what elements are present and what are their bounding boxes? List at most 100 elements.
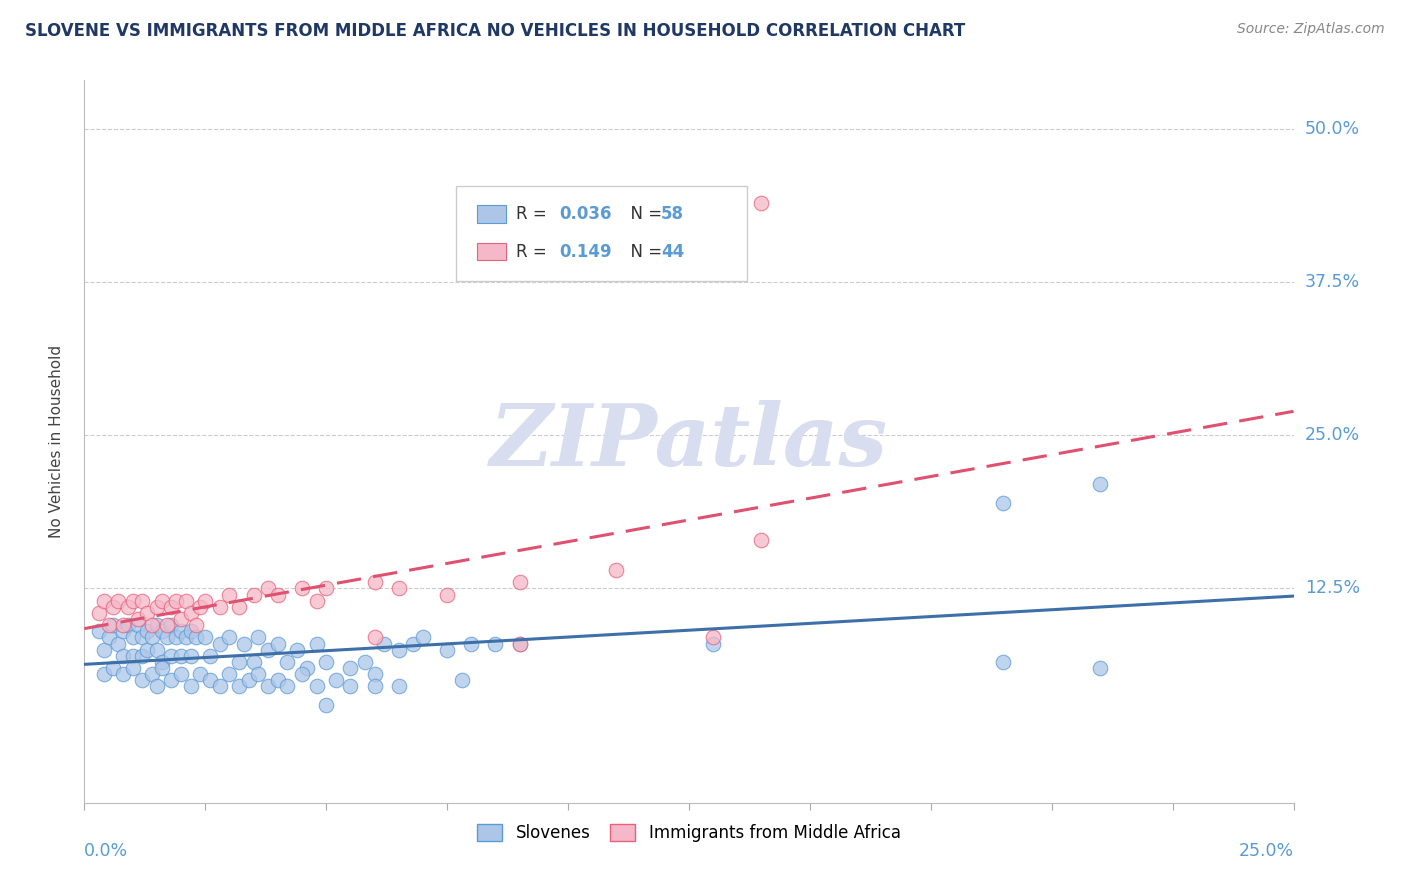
Text: R =: R = bbox=[516, 243, 557, 260]
Point bbox=[315, 655, 337, 669]
Text: N =: N = bbox=[620, 243, 668, 260]
Point bbox=[228, 599, 250, 614]
Point bbox=[305, 680, 328, 694]
Point bbox=[170, 648, 193, 663]
Text: 37.5%: 37.5% bbox=[1305, 273, 1360, 292]
Point bbox=[165, 593, 187, 607]
Point bbox=[242, 655, 264, 669]
Point bbox=[315, 698, 337, 712]
Point bbox=[295, 661, 318, 675]
Text: R =: R = bbox=[516, 205, 557, 223]
Text: 0.149: 0.149 bbox=[560, 243, 612, 260]
Text: 0.036: 0.036 bbox=[560, 205, 612, 223]
Point bbox=[194, 593, 217, 607]
Point bbox=[484, 637, 506, 651]
Point bbox=[285, 642, 308, 657]
Point bbox=[247, 667, 270, 681]
Point bbox=[325, 673, 347, 688]
Point bbox=[112, 624, 135, 639]
FancyBboxPatch shape bbox=[478, 243, 506, 260]
Point bbox=[509, 637, 531, 651]
Point bbox=[131, 648, 153, 663]
Point bbox=[242, 588, 264, 602]
Point bbox=[150, 661, 173, 675]
Point bbox=[150, 624, 173, 639]
Point bbox=[198, 648, 221, 663]
Point bbox=[228, 655, 250, 669]
Point bbox=[146, 618, 169, 632]
Point bbox=[117, 618, 139, 632]
Point bbox=[155, 618, 177, 632]
Point bbox=[194, 631, 217, 645]
Point bbox=[228, 680, 250, 694]
Point bbox=[605, 563, 627, 577]
Point bbox=[87, 606, 110, 620]
Point bbox=[993, 655, 1015, 669]
Point bbox=[218, 631, 240, 645]
Point bbox=[93, 593, 115, 607]
Text: 25.0%: 25.0% bbox=[1239, 842, 1294, 860]
Point bbox=[751, 195, 773, 210]
Point bbox=[460, 637, 482, 651]
Point bbox=[180, 624, 202, 639]
Point bbox=[127, 612, 149, 626]
Point bbox=[160, 618, 183, 632]
Point bbox=[238, 673, 260, 688]
Point bbox=[112, 667, 135, 681]
Point bbox=[354, 655, 377, 669]
Point bbox=[305, 637, 328, 651]
Point bbox=[107, 593, 129, 607]
Point bbox=[412, 631, 434, 645]
Point bbox=[136, 642, 159, 657]
Point bbox=[363, 667, 385, 681]
Text: ZIPatlas: ZIPatlas bbox=[489, 400, 889, 483]
Point bbox=[363, 575, 385, 590]
Point bbox=[155, 631, 177, 645]
Point bbox=[121, 593, 143, 607]
Point bbox=[233, 637, 256, 651]
Point bbox=[117, 599, 139, 614]
Point bbox=[363, 680, 385, 694]
Text: 12.5%: 12.5% bbox=[1305, 580, 1360, 598]
Point bbox=[315, 582, 337, 596]
Point bbox=[121, 661, 143, 675]
Point bbox=[402, 637, 425, 651]
Point bbox=[208, 599, 231, 614]
Point bbox=[136, 624, 159, 639]
Point bbox=[436, 588, 458, 602]
Point bbox=[373, 637, 395, 651]
Point bbox=[184, 631, 207, 645]
Point bbox=[339, 680, 361, 694]
Point bbox=[136, 606, 159, 620]
Point bbox=[702, 631, 724, 645]
Point bbox=[87, 624, 110, 639]
Point bbox=[363, 631, 385, 645]
Point bbox=[208, 637, 231, 651]
Point bbox=[247, 631, 270, 645]
FancyBboxPatch shape bbox=[456, 186, 747, 281]
Point bbox=[436, 642, 458, 657]
Point bbox=[141, 618, 163, 632]
Point bbox=[160, 673, 183, 688]
Point bbox=[103, 599, 125, 614]
Point bbox=[160, 648, 183, 663]
Point bbox=[257, 680, 280, 694]
Point bbox=[1088, 661, 1111, 675]
Point bbox=[97, 618, 120, 632]
Text: 0.0%: 0.0% bbox=[84, 842, 128, 860]
Point bbox=[190, 599, 212, 614]
Point bbox=[180, 680, 202, 694]
Point bbox=[291, 582, 314, 596]
Point bbox=[509, 575, 531, 590]
Point bbox=[1088, 477, 1111, 491]
Point bbox=[190, 667, 212, 681]
Point bbox=[267, 673, 290, 688]
Point bbox=[388, 680, 411, 694]
Point bbox=[150, 593, 173, 607]
Point bbox=[180, 606, 202, 620]
Point bbox=[165, 631, 187, 645]
Point bbox=[112, 648, 135, 663]
Text: 58: 58 bbox=[661, 205, 685, 223]
Point bbox=[170, 612, 193, 626]
Point bbox=[257, 642, 280, 657]
